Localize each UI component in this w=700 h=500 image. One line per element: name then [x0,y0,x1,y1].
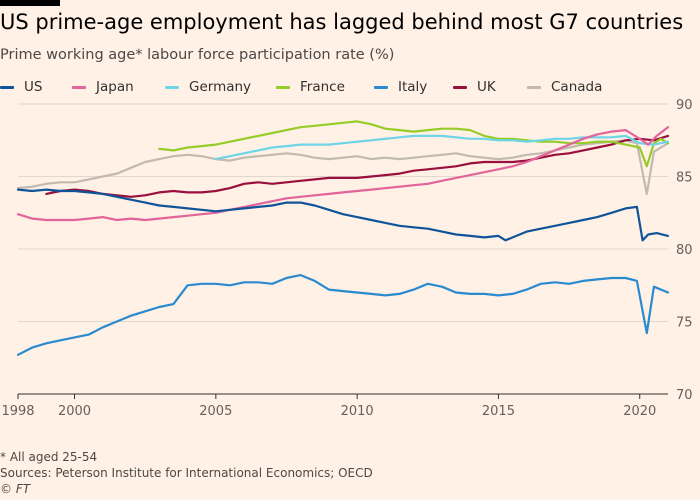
legend-swatch [453,85,467,89]
x-tick-label: 2005 [199,404,232,419]
x-tick-label: 2010 [341,404,374,419]
legend-swatch [165,85,179,89]
series-line-japan [16,126,670,222]
x-tick-label: 2000 [58,404,91,419]
series-line-italy [16,274,670,356]
chart-title: US prime-age employment has lagged behin… [0,10,684,34]
brand-bar [0,0,60,6]
chart-subtitle: Prime working age* labour force particip… [0,47,395,63]
series-line-germany [214,134,670,161]
y-tick-label: 90 [676,98,693,113]
x-tick-label: 2015 [482,404,515,419]
series-line-us [16,188,670,242]
legend-item-germany: Germany [165,79,251,95]
series-line-france [158,120,670,168]
legend-swatch [276,85,290,89]
legend-label: France [300,79,345,95]
legend-swatch [527,85,541,89]
y-tick-label: 80 [676,243,693,258]
legend-swatch [374,85,388,89]
legend-swatch [72,85,86,89]
legend-item-italy: Italy [374,79,427,95]
y-tick-label: 75 [676,316,693,331]
y-tick-label: 70 [676,388,693,403]
legend-swatch [0,85,14,89]
legend-label: Japan [96,79,134,95]
legend-label: UK [477,79,496,95]
series-line-canada [16,139,670,195]
y-tick-label: 85 [676,171,693,186]
x-tick-label: 1998 [1,404,34,419]
legend-item-us: US [0,79,42,95]
source-note: Sources: Peterson Institute for Internat… [0,466,373,480]
x-tick-label: 2020 [623,404,656,419]
legend-item-uk: UK [453,79,496,95]
legend-item-japan: Japan [72,79,134,95]
footnote: * All aged 25-54 [0,450,98,464]
series-line-uk [45,134,670,198]
legend-label: Canada [551,79,603,95]
legend-item-france: France [276,79,345,95]
legend-label: US [24,79,43,95]
legend-label: Italy [398,79,428,95]
ft-credit: © FT [0,482,31,496]
legend-label: Germany [189,79,252,95]
legend-item-canada: Canada [527,79,602,95]
chart-legend: US Japan Germany France Italy UK Canada [0,79,700,97]
